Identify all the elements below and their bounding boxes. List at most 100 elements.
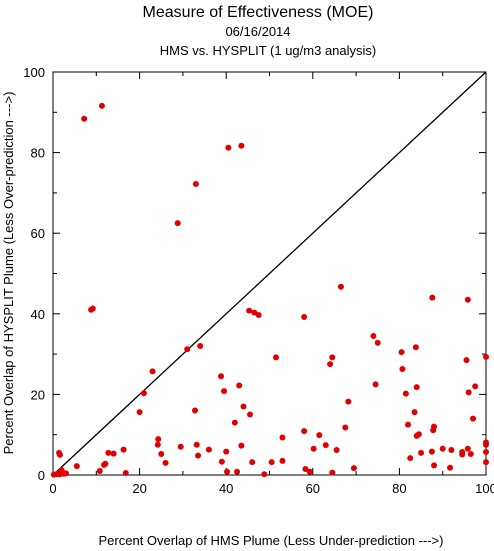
data-point — [110, 450, 117, 457]
data-point — [467, 451, 474, 458]
data-point — [197, 343, 204, 350]
data-point — [431, 423, 438, 430]
data-point — [193, 441, 200, 448]
data-point — [261, 471, 268, 478]
data-point — [162, 459, 169, 466]
data-point — [329, 354, 336, 361]
data-point — [402, 390, 409, 397]
data-point — [154, 441, 161, 448]
data-point — [195, 452, 202, 459]
data-point — [322, 442, 329, 449]
data-point — [483, 441, 489, 448]
data-point — [218, 458, 225, 465]
data-point — [96, 467, 103, 474]
data-point — [158, 451, 165, 458]
data-point — [105, 449, 112, 456]
data-point — [279, 434, 286, 441]
data-point — [302, 465, 309, 472]
x-axis-label: Percent Overlap of HMS Plume (Less Under… — [99, 533, 444, 548]
data-point — [177, 443, 184, 450]
data-point — [234, 468, 241, 475]
data-point — [223, 448, 230, 455]
data-point — [316, 432, 323, 439]
data-point — [272, 354, 279, 361]
data-point — [238, 442, 245, 449]
data-point — [246, 307, 253, 314]
chart-title: Measure of Effectiveness (MOE) — [143, 4, 374, 21]
data-point — [98, 102, 105, 109]
y-tick-label: 80 — [31, 146, 45, 161]
data-point — [370, 332, 377, 339]
y-axis-label: Percent Overlap of HYSPLIT Plume (Less O… — [1, 92, 16, 455]
data-point — [218, 373, 225, 380]
data-point — [136, 409, 143, 416]
data-point — [184, 346, 191, 353]
data-point — [483, 459, 489, 466]
x-tick-label: 100 — [475, 481, 494, 496]
data-point — [337, 283, 344, 290]
chart-date: 06/16/2014 — [225, 24, 290, 39]
data-point — [345, 398, 352, 405]
axis-tick-labels: 0 20 40 60 80 100 0 20 40 60 80 100 — [23, 65, 494, 496]
data-point — [279, 457, 286, 464]
data-point — [472, 383, 479, 390]
y-tick-label: 40 — [31, 307, 45, 322]
reference-line — [52, 71, 487, 476]
data-point — [301, 428, 308, 435]
data-point — [102, 460, 109, 467]
data-point — [224, 468, 231, 475]
data-point — [236, 382, 243, 389]
data-point — [405, 421, 412, 428]
data-point — [249, 459, 256, 466]
data-point — [470, 415, 477, 422]
data-point — [428, 448, 435, 455]
data-point — [399, 366, 406, 373]
data-point — [73, 463, 80, 470]
y-tick-label: 100 — [23, 65, 45, 80]
data-point — [56, 451, 63, 458]
data-point — [238, 142, 245, 149]
data-point — [306, 468, 313, 475]
data-point — [247, 411, 254, 418]
data-point — [221, 388, 228, 395]
data-point — [464, 445, 471, 452]
data-point — [418, 449, 425, 456]
data-point — [342, 424, 349, 431]
data-point — [89, 305, 96, 312]
data-point — [415, 431, 422, 438]
data-point — [398, 349, 405, 356]
data-point — [459, 451, 466, 458]
data-points — [50, 102, 489, 478]
x-tick-label: 20 — [132, 481, 146, 496]
y-tick-label: 0 — [38, 468, 45, 483]
data-point — [240, 403, 247, 410]
x-tick-label: 60 — [306, 481, 320, 496]
data-point — [464, 296, 471, 303]
data-point — [140, 390, 147, 397]
data-point — [372, 381, 379, 388]
x-tick-label: 40 — [219, 481, 233, 496]
data-point — [327, 361, 334, 368]
data-point — [407, 455, 414, 462]
data-point — [231, 419, 238, 426]
data-point — [155, 436, 162, 443]
data-point — [268, 459, 275, 466]
chart-subtitle: HMS vs. HYSPLIT (1 ug/m3 analysis) — [160, 43, 377, 58]
data-point — [120, 446, 127, 453]
data-point — [483, 449, 489, 456]
data-point — [412, 344, 419, 351]
data-point — [333, 447, 340, 454]
data-point — [225, 144, 232, 151]
data-point — [447, 464, 454, 471]
data-point — [192, 407, 199, 414]
data-point — [329, 469, 336, 476]
data-point — [205, 446, 212, 453]
data-point — [350, 465, 357, 472]
data-point — [301, 314, 308, 321]
data-point — [255, 312, 262, 319]
data-point — [310, 445, 317, 452]
data-point — [465, 389, 472, 396]
data-point — [411, 409, 418, 416]
x-tick-label: 0 — [49, 481, 56, 496]
